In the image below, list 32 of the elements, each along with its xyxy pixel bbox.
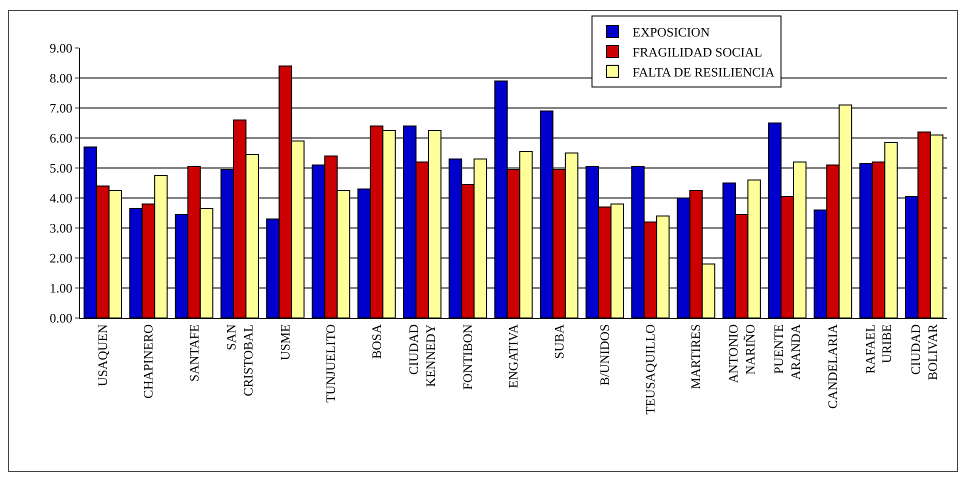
- x-tick-label: TUNJUELITO: [323, 324, 338, 403]
- y-tick-label: 4.00: [50, 190, 72, 206]
- x-tick-label: TEUSAQUILLO: [642, 324, 658, 414]
- legend-label: FRAGILIDAD SOCIAL: [632, 44, 762, 60]
- y-tick-label: 8.00: [50, 70, 72, 86]
- x-tick-label: SANTAFE: [186, 324, 202, 382]
- legend-label: EXPOSICION: [632, 24, 710, 40]
- y-tick-label: 0.00: [50, 310, 72, 326]
- y-tick-label: 9.00: [50, 40, 72, 56]
- x-tick-label: SAN CRISTOBAL: [223, 324, 256, 396]
- x-tick-label: FONTIBON: [460, 324, 476, 390]
- x-tick-label: BOSA: [368, 324, 384, 359]
- x-tick-label: CIUDAD KENNEDY: [406, 324, 438, 388]
- x-tick-label: SUBA: [551, 324, 566, 359]
- x-tick-label: PUENTE ARANDA: [771, 324, 803, 380]
- x-tick-label: CANDELARIA: [825, 324, 840, 409]
- x-tick-label: CIUDAD BOLIVAR: [908, 324, 940, 380]
- x-tick-label: ANTONIO NARIÑO: [725, 324, 758, 384]
- y-tick-label: 1.00: [50, 280, 72, 296]
- x-tick-label: USAQUEN: [95, 324, 110, 386]
- x-tick-label: RAFAEL URIBE: [862, 324, 894, 374]
- legend-label: FALTA DE RESILIENCIA: [632, 64, 776, 80]
- x-tick-label: USME: [278, 324, 293, 360]
- x-tick-label: MARTIRES: [688, 324, 704, 390]
- y-tick-label: 3.00: [50, 220, 72, 236]
- x-tick-label: ENGATIVA: [506, 324, 521, 388]
- y-tick-label: 2.00: [50, 250, 72, 266]
- y-tick-label: 5.00: [50, 160, 72, 176]
- x-tick-label: CHAPINERO: [140, 324, 156, 399]
- x-tick-label: B/UNIDOS: [596, 324, 612, 386]
- y-tick-label: 6.00: [50, 130, 72, 146]
- y-tick-label: 7.00: [50, 100, 72, 116]
